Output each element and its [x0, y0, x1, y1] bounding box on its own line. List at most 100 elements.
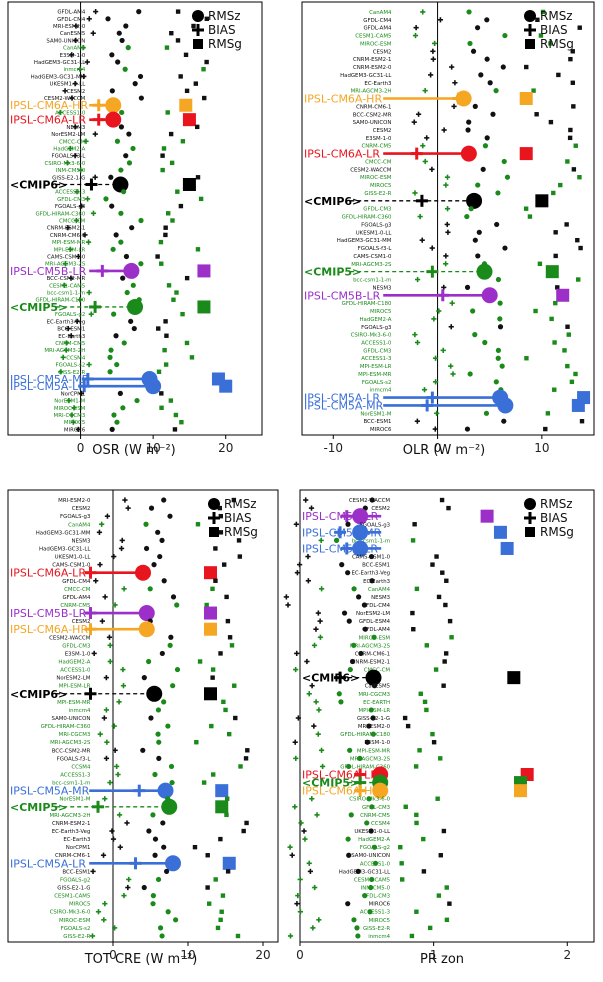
rmsz-dot: [358, 650, 364, 657]
model-label: ACCESS1-0: [60, 668, 91, 674]
rmsz-dot: [369, 876, 375, 883]
rmsg-square: [195, 175, 201, 180]
rmsz-dot: [347, 666, 353, 673]
rmsg-marker: [215, 800, 229, 814]
rmsg-marker: [535, 194, 549, 208]
rmsg-square: [166, 283, 172, 288]
legend-bias-label: BIAS: [540, 23, 568, 37]
rmsz-dot: [122, 66, 128, 72]
rmsg-square: [527, 214, 533, 219]
model-label: MIROC-ESM: [59, 918, 91, 924]
rmsz-dot: [339, 562, 345, 568]
model-label: UKESM1-0-LL: [356, 230, 392, 236]
model-label: MIROC6: [370, 427, 392, 433]
model-label: ACCESS1-3: [361, 356, 391, 362]
rmsg-square: [564, 222, 569, 227]
model-label: inmcm4: [370, 388, 392, 394]
rmsg-square: [218, 513, 224, 519]
model-label: GFDL-HIRAM-C360: [342, 215, 392, 221]
rmsz-dot: [103, 196, 109, 202]
rmsz-dot: [478, 72, 484, 78]
model-label: MPI-ESM-LR: [59, 684, 91, 690]
rmsz-dot: [151, 562, 157, 568]
rmsz-dot: [351, 586, 357, 592]
model-label: FGOALS-f3-L: [52, 154, 86, 160]
rmsz-dot: [493, 88, 499, 94]
rmsz-dot: [345, 836, 351, 842]
model-label: NorESM2-LM: [56, 676, 90, 682]
rmsg-square: [535, 17, 540, 23]
rmsg-square: [398, 844, 403, 850]
rmsg-square: [421, 869, 427, 874]
rmsg-square: [183, 52, 189, 58]
rmsg-square: [168, 131, 174, 137]
model-label: NorESM1-M: [54, 399, 85, 405]
rmsz-dot: [368, 828, 374, 834]
rmsz-dot: [126, 131, 132, 137]
rmsg-square: [229, 643, 235, 648]
rmsg-square: [175, 9, 181, 14]
model-label: FGOALS-g3: [361, 222, 391, 228]
legend-rmsg-symbol: [209, 527, 219, 537]
rmsz-dot: [113, 333, 119, 339]
rmsg-marker: [571, 398, 585, 412]
rmsg-square: [410, 610, 415, 616]
model-label: MIROC5: [64, 420, 85, 426]
rmsz-dot: [152, 771, 158, 778]
model-label: CanAM4: [63, 46, 86, 52]
rmsz-dot: [346, 618, 352, 624]
model-label: MPI-ESM-MR: [57, 700, 91, 706]
x-axis-label: OSR (W m⁻²): [92, 443, 176, 458]
rmsz-dot: [168, 763, 175, 770]
rmsg-square: [166, 211, 171, 216]
rmsg-square: [189, 355, 195, 360]
rmsz-dot: [167, 513, 173, 519]
rmsg-square: [195, 247, 201, 252]
legend-rmsg-label: RMSg: [540, 525, 574, 539]
rmsz-dot: [155, 707, 162, 713]
rmsg-square: [205, 885, 210, 890]
model-label: NESM3: [372, 285, 391, 291]
model-label: FGOALS-g2: [60, 877, 90, 883]
rmsz-dot: [170, 683, 176, 689]
rmsg-square: [435, 796, 440, 801]
model-label: CMCC-CM: [59, 219, 86, 225]
rmsg-square: [218, 836, 223, 842]
rmsz-dot: [108, 347, 114, 353]
rmsz-dot: [150, 812, 156, 818]
rmsz-dot: [141, 675, 147, 681]
model-label: GFDL-CM4: [363, 18, 392, 24]
rmsg-square: [570, 80, 576, 85]
model-label: CNRM-CM6-1: [50, 233, 85, 239]
rmsz-dot: [169, 779, 175, 786]
model-label: GFDL-HIRAM-C180: [340, 732, 390, 738]
legend-rmsg-symbol: [525, 39, 535, 49]
rmsg-square: [175, 38, 181, 43]
rmsz-dot: [369, 804, 375, 810]
rmsg-square: [172, 427, 178, 432]
rmsz-dot: [470, 308, 476, 314]
model-label: EC-Earth3: [363, 579, 390, 585]
rmsg-square: [545, 411, 551, 416]
model-label: CAMS-CSM1-0: [52, 563, 91, 569]
rmsg-square: [549, 316, 554, 322]
model-label: GISS-E2-1-G: [52, 175, 85, 181]
model-label: bcc-csm1-1-m: [352, 538, 390, 544]
chart-panel-3: 0 10 20 TOT CRE (W m⁻²) MRI-ESM2-0 CESM2 FGOAL…: [7, 489, 279, 967]
rmsg-square: [427, 925, 433, 931]
rmsz-dot: [137, 73, 144, 80]
model-label: SAM0-UNICON: [52, 716, 91, 722]
legend-rmsz-symbol: [524, 498, 536, 510]
rmsg-square: [424, 643, 429, 648]
rmsz-marker: [138, 621, 155, 638]
rmsg-marker: [197, 300, 211, 314]
rmsg-square: [440, 570, 445, 575]
rmsz-dot: [155, 876, 162, 883]
rmsg-square: [164, 45, 170, 50]
model-label: NorESM1-M: [59, 797, 90, 803]
rmsz-dot: [368, 707, 374, 713]
rmsg-square: [414, 812, 419, 818]
model-label: EC-EARTH: [363, 700, 390, 706]
x-tick-label: 0: [109, 948, 117, 962]
rmsg-square: [523, 206, 529, 211]
